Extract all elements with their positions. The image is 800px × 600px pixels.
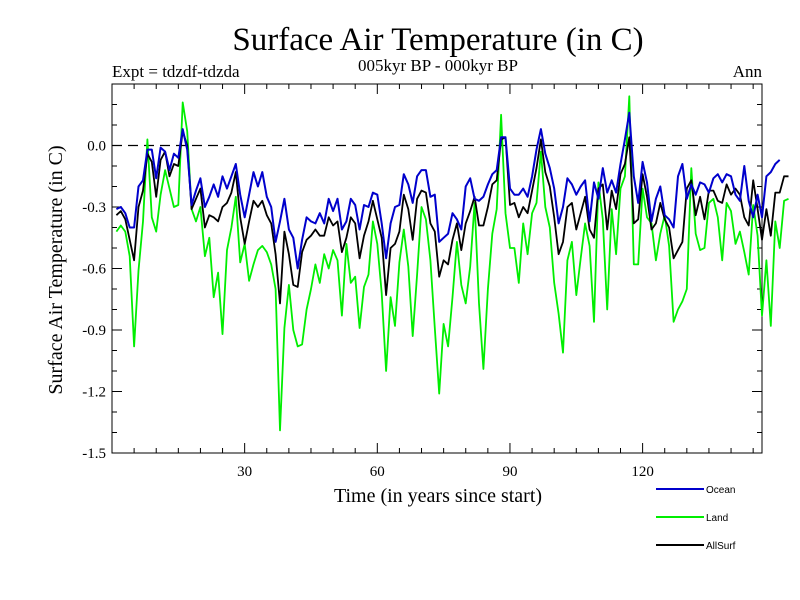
y-tick-label: -0.9 [82,323,106,339]
y-tick-label: -0.3 [82,200,106,216]
y-tick-label: -0.6 [82,262,106,278]
series-line-allsurf [115,130,789,305]
x-tick-label: 120 [631,464,654,480]
chart-title: Surface Air Temperature (in C) [232,22,643,58]
experiment-label: Expt = tdzdf-tdzda [112,62,240,81]
legend: Ocean Land AllSurf [656,485,736,552]
legend-label-ocean: Ocean [706,485,735,496]
series-line-land [115,95,789,432]
y-axis-label: Surface Air Temperature (in C) [45,145,67,394]
x-tick-label: 30 [237,464,252,480]
y-tick-label: 0.0 [87,139,106,155]
x-axis-label: Time (in years since start) [334,485,542,507]
legend-label-allsurf: AllSurf [706,541,736,552]
x-tick-label: 90 [502,464,517,480]
period-label: 005kyr BP - 000kyr BP [358,56,518,75]
series-line-ocean [115,111,781,270]
x-tick-label: 60 [370,464,385,480]
y-tick-label: -1.5 [82,446,106,462]
legend-label-land: Land [706,513,728,524]
season-label: Ann [733,62,763,81]
plot-area: 30 60 90 120 -1.5 -1.2 -0.9 -0.6 -0.3 0.0 [82,83,789,480]
y-tick-label: -1.2 [82,385,106,401]
